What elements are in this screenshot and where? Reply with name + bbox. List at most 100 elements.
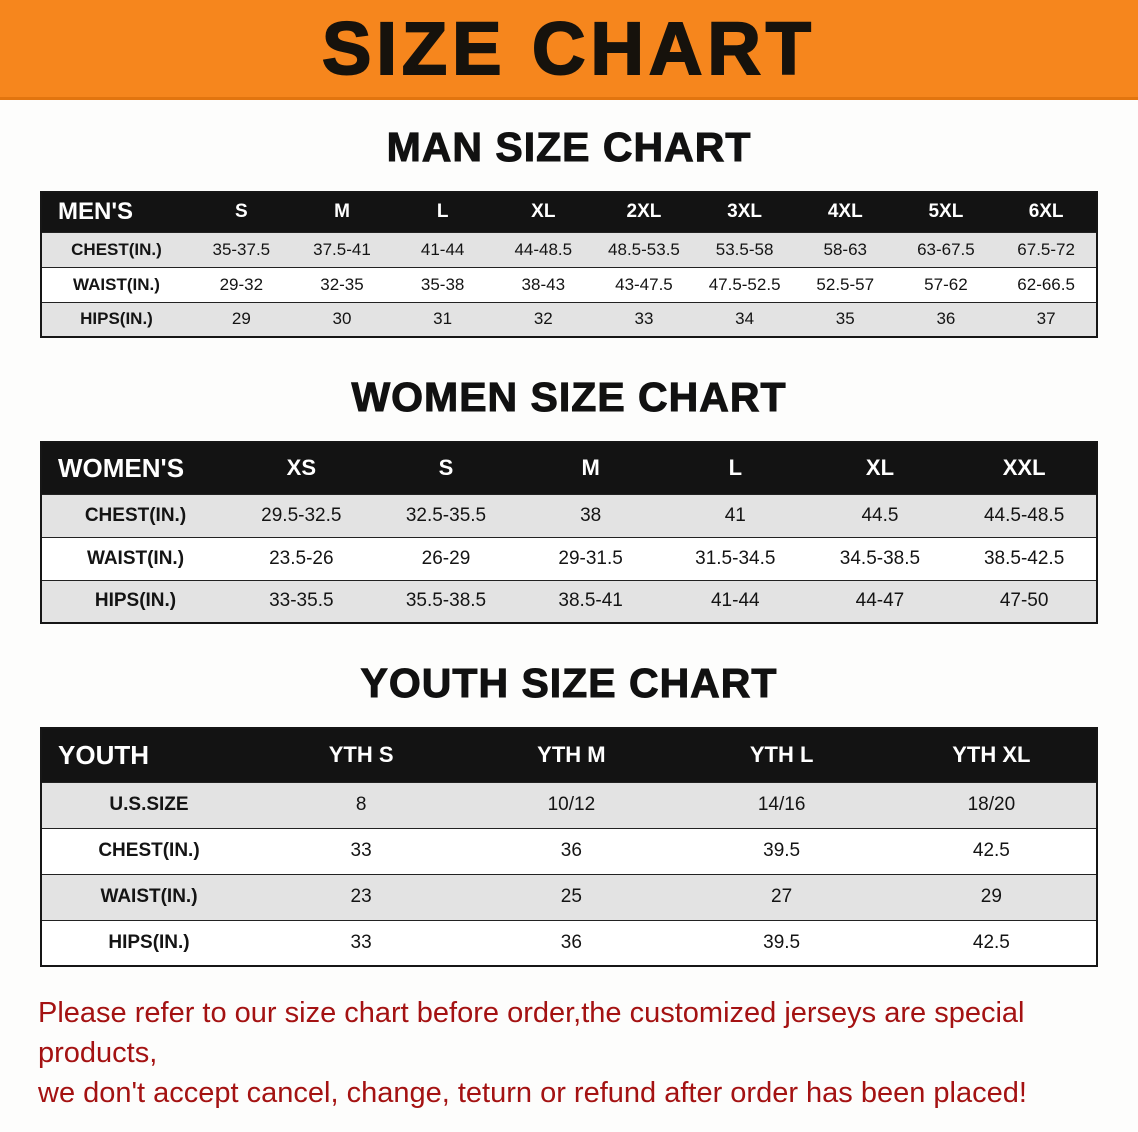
size-header-cell: YTH L — [676, 727, 887, 783]
section-youth: YOUTH SIZE CHART YOUTH YTH S YTH M YTH L YTH … — [0, 660, 1138, 967]
table-row: HIPS(IN.) 33 36 39.5 42.5 — [41, 919, 1097, 967]
value-cell: 38 — [518, 493, 663, 538]
header-row: MEN'S S M L XL 2XL 3XL 4XL 5XL 6XL — [41, 191, 1097, 233]
value-cell: 41 — [662, 493, 808, 538]
row-label-cell: WAIST(IN.) — [41, 873, 256, 921]
value-cell: 53.5-58 — [694, 231, 795, 268]
value-cell: 41-44 — [662, 579, 808, 624]
row-label-cell: CHEST(IN.) — [41, 827, 256, 875]
size-header-cell: 6XL — [996, 191, 1097, 233]
size-header-cell: 4XL — [794, 191, 896, 233]
value-cell: 34 — [694, 301, 795, 338]
value-cell: 44-48.5 — [492, 231, 594, 268]
value-cell: 29 — [191, 301, 292, 338]
table-row: HIPS(IN.) 33-35.5 35.5-38.5 38.5-41 41-44 44-… — [41, 579, 1097, 624]
table-name-cell: MEN'S — [41, 191, 191, 233]
size-header-cell: 2XL — [593, 191, 695, 233]
size-header-cell: 5XL — [895, 191, 997, 233]
value-cell: 35 — [794, 301, 896, 338]
value-cell: 32.5-35.5 — [373, 493, 519, 538]
size-header-cell: 3XL — [694, 191, 795, 233]
value-cell: 27 — [676, 873, 887, 921]
disclaimer-line-1: Please refer to our size chart before or… — [38, 997, 1025, 1070]
size-header-cell: M — [518, 441, 663, 495]
value-cell: 37 — [996, 301, 1097, 338]
value-cell: 35.5-38.5 — [373, 579, 519, 624]
disclaimer-line-2: we don't accept cancel, change, teturn o… — [38, 1077, 1027, 1110]
value-cell: 10/12 — [466, 781, 677, 829]
value-cell: 8 — [256, 781, 467, 829]
value-cell: 38.5-42.5 — [952, 536, 1097, 581]
value-cell: 35-37.5 — [191, 231, 292, 268]
header-row: WOMEN'S XS S M L XL XXL — [41, 441, 1097, 495]
value-cell: 48.5-53.5 — [593, 231, 695, 268]
value-cell: 38-43 — [492, 266, 594, 303]
value-cell: 47.5-52.5 — [694, 266, 795, 303]
table-row: WAIST(IN.) 29-32 32-35 35-38 38-43 43-47.5 47.… — [41, 266, 1097, 303]
sections: MAN SIZE CHART MEN'S S M L XL 2XL 3XL 4XL 5XL 6XL C… — [0, 124, 1138, 967]
value-cell: 39.5 — [676, 919, 887, 967]
value-cell: 14/16 — [676, 781, 887, 829]
value-cell: 52.5-57 — [794, 266, 896, 303]
value-cell: 23.5-26 — [229, 536, 374, 581]
value-cell: 34.5-38.5 — [807, 536, 953, 581]
value-cell: 33 — [256, 919, 467, 967]
men-section-heading: MAN SIZE CHART — [386, 124, 752, 171]
value-cell: 23 — [256, 873, 467, 921]
value-cell: 44.5 — [807, 493, 953, 538]
value-cell: 37.5-41 — [291, 231, 393, 268]
value-cell: 18/20 — [886, 781, 1097, 829]
value-cell: 29-31.5 — [518, 536, 663, 581]
size-header-cell: M — [291, 191, 393, 233]
value-cell: 25 — [466, 873, 677, 921]
row-label-cell: HIPS(IN.) — [41, 919, 256, 967]
value-cell: 44.5-48.5 — [952, 493, 1097, 538]
value-cell: 32 — [492, 301, 594, 338]
size-header-cell: XL — [807, 441, 953, 495]
table-row: CHEST(IN.) 35-37.5 37.5-41 41-44 44-48.5 48.5… — [41, 231, 1097, 268]
table-row: CHEST(IN.) 33 36 39.5 42.5 — [41, 827, 1097, 875]
women-section-heading: WOMEN SIZE CHART — [351, 374, 787, 421]
row-label-cell: U.S.SIZE — [41, 781, 256, 829]
size-header-cell: YTH S — [256, 727, 467, 783]
size-header-cell: S — [373, 441, 519, 495]
youth-section-heading: YOUTH SIZE CHART — [360, 660, 778, 707]
table-name-cell: WOMEN'S — [41, 441, 229, 495]
value-cell: 36 — [895, 301, 997, 338]
row-label-cell: CHEST(IN.) — [41, 231, 191, 268]
women-size-table: WOMEN'S XS S M L XL XXL CHEST(IN.) 29.5-32.5 32.5… — [40, 441, 1098, 624]
men-size-table: MEN'S S M L XL 2XL 3XL 4XL 5XL 6XL CHEST(IN.) 35-37… — [40, 191, 1098, 338]
size-header-cell: XL — [492, 191, 594, 233]
banner-title: SIZE CHART — [321, 6, 816, 91]
row-label-cell: HIPS(IN.) — [41, 579, 229, 624]
value-cell: 29 — [886, 873, 1097, 921]
size-header-cell: XXL — [952, 441, 1097, 495]
row-label-cell: HIPS(IN.) — [41, 301, 191, 338]
size-header-cell: L — [392, 191, 493, 233]
value-cell: 26-29 — [373, 536, 519, 581]
value-cell: 47-50 — [952, 579, 1097, 624]
value-cell: 33 — [593, 301, 695, 338]
value-cell: 36 — [466, 827, 677, 875]
size-header-cell: YTH XL — [886, 727, 1097, 783]
value-cell: 62-66.5 — [996, 266, 1097, 303]
value-cell: 33-35.5 — [229, 579, 374, 624]
value-cell: 43-47.5 — [593, 266, 695, 303]
row-label-cell: WAIST(IN.) — [41, 266, 191, 303]
table-row: WAIST(IN.) 23 25 27 29 — [41, 873, 1097, 921]
table-row: CHEST(IN.) 29.5-32.5 32.5-35.5 38 41 44.5 44.5… — [41, 493, 1097, 538]
size-header-cell: XS — [229, 441, 374, 495]
value-cell: 58-63 — [794, 231, 896, 268]
disclaimer: Please refer to our size chart before or… — [0, 967, 1138, 1113]
value-cell: 31 — [392, 301, 493, 338]
row-label-cell: CHEST(IN.) — [41, 493, 229, 538]
value-cell: 30 — [291, 301, 393, 338]
value-cell: 41-44 — [392, 231, 493, 268]
size-header-cell: YTH M — [466, 727, 677, 783]
value-cell: 36 — [466, 919, 677, 967]
value-cell: 44-47 — [807, 579, 953, 624]
table-row: WAIST(IN.) 23.5-26 26-29 29-31.5 31.5-34.5 34… — [41, 536, 1097, 581]
value-cell: 63-67.5 — [895, 231, 997, 268]
value-cell: 57-62 — [895, 266, 997, 303]
table-name-cell: YOUTH — [41, 727, 256, 783]
